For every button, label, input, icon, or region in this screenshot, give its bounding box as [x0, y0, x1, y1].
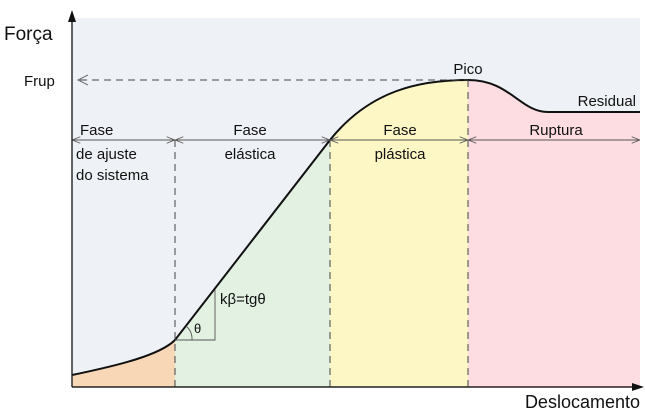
slope-label: kβ=tgθ — [220, 291, 266, 308]
y-arrow — [68, 10, 76, 22]
force-curve — [71, 78, 640, 376]
phase-label: de ajuste — [76, 146, 137, 163]
x-arrow — [632, 383, 644, 391]
phase-label: Fase — [80, 122, 113, 139]
y-axis-label: Força — [4, 24, 53, 45]
residual-label: Residual — [578, 93, 636, 110]
angle-arc — [185, 325, 193, 341]
phase-label: Ruptura — [529, 122, 583, 139]
fill-rupture — [468, 80, 640, 387]
angle-label: θ — [194, 321, 201, 336]
phase-label: Fase — [233, 122, 266, 139]
peak-label: Pico — [453, 61, 482, 78]
phase-label: plástica — [375, 146, 427, 163]
fill-plastic — [330, 80, 468, 387]
phase-label: do sistema — [76, 167, 149, 184]
frup-arrow — [76, 74, 89, 86]
frup-label: Frup — [24, 73, 55, 90]
x-axis-label: Deslocamento — [525, 392, 640, 412]
phase-label: Fase — [383, 122, 416, 139]
phase-label: elástica — [225, 146, 277, 163]
slope-triangle — [175, 290, 216, 341]
